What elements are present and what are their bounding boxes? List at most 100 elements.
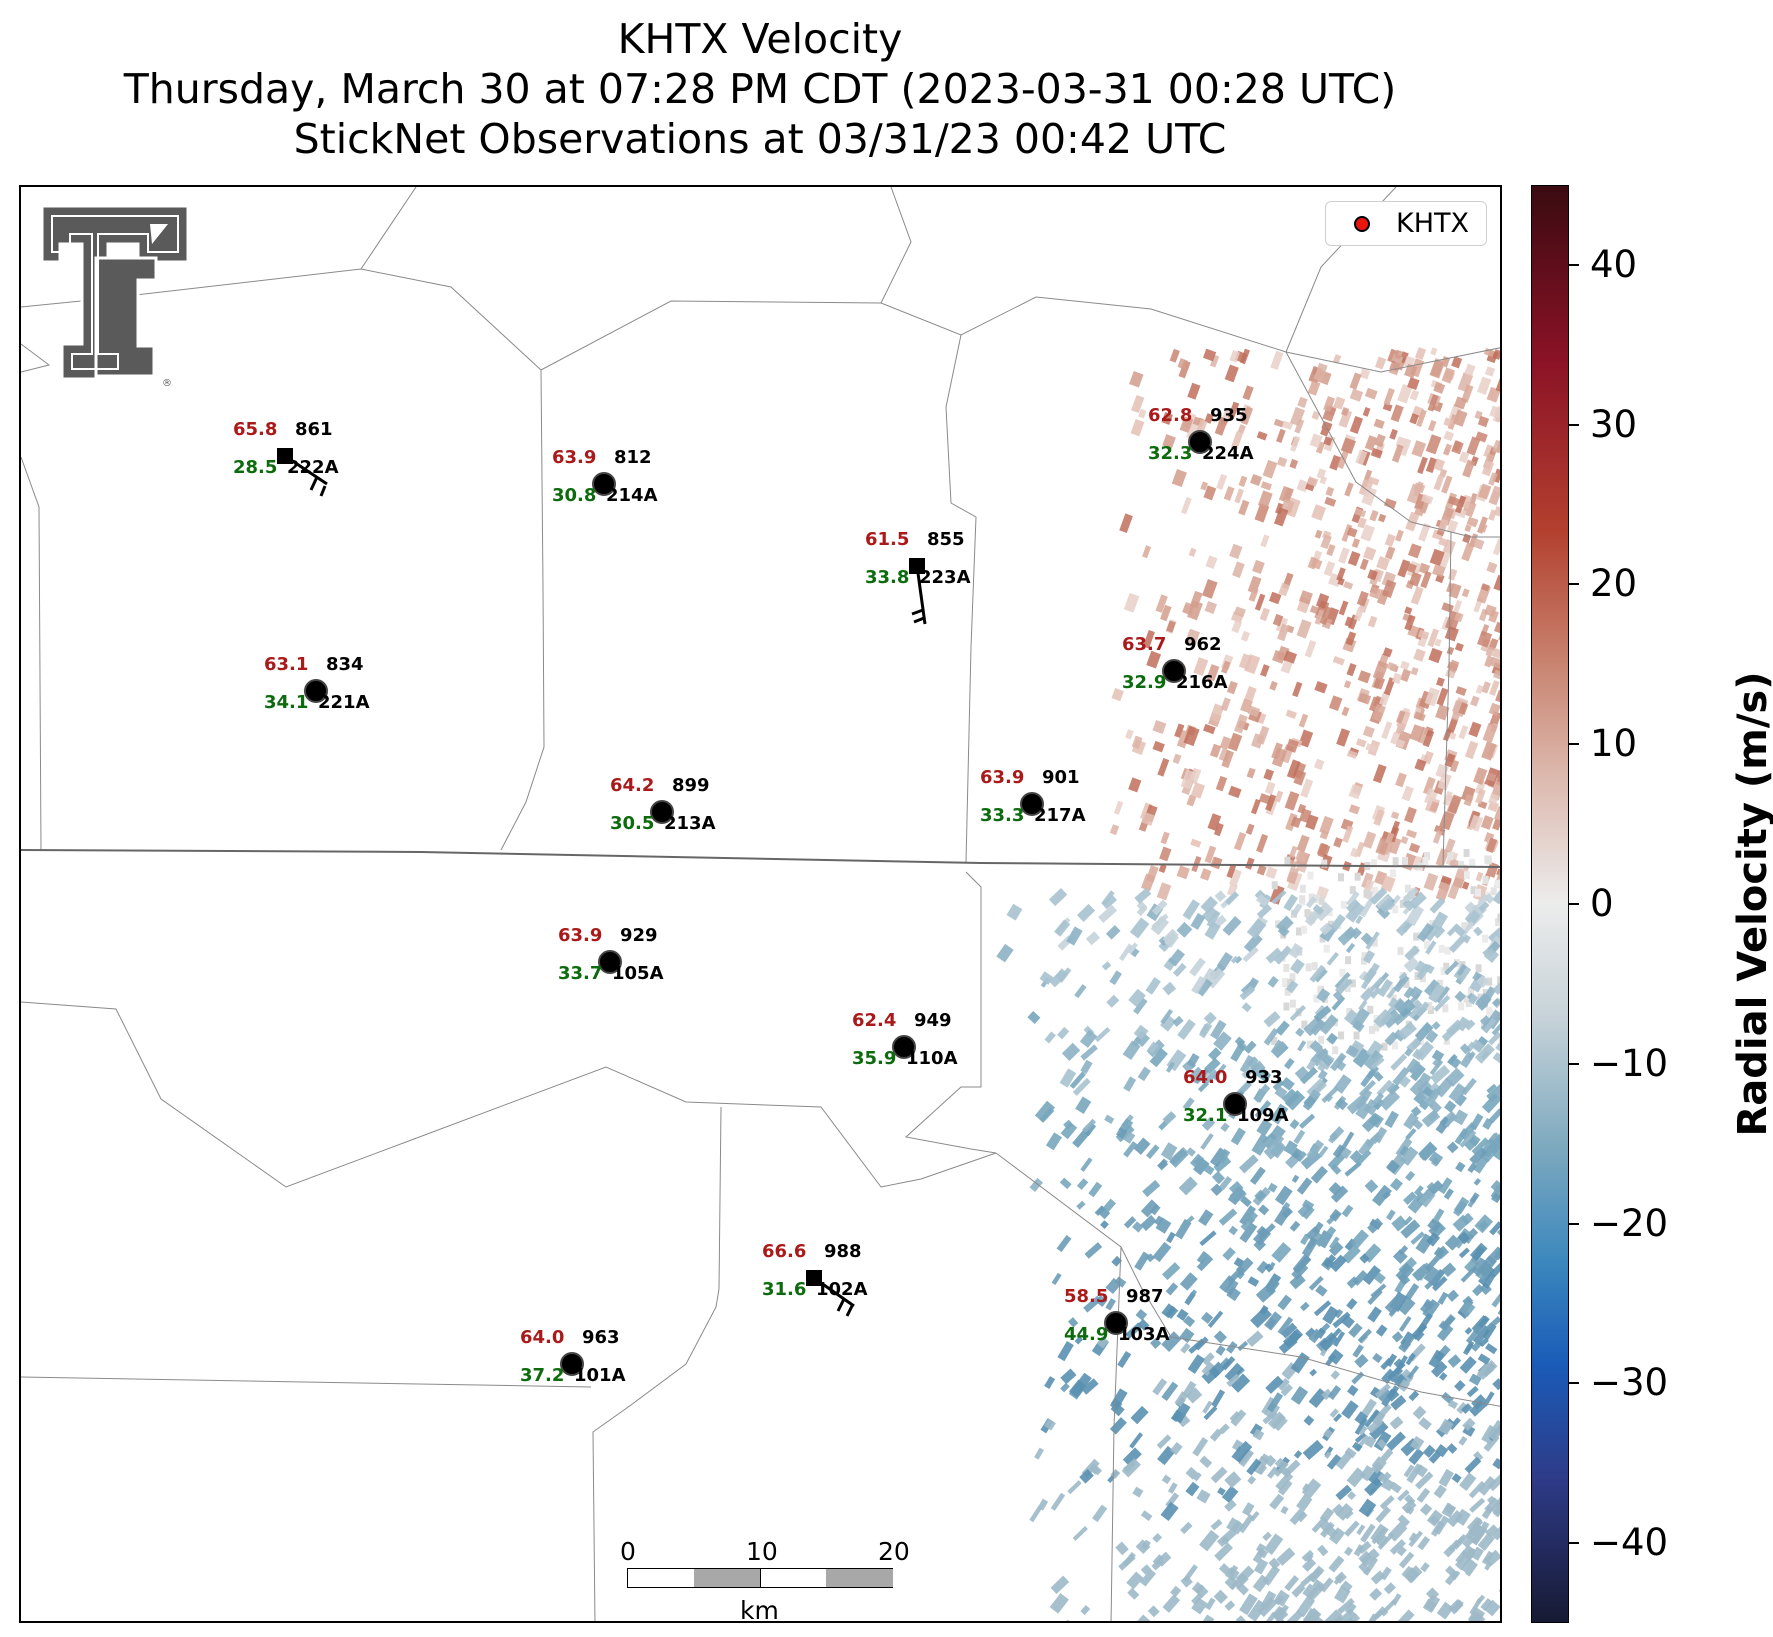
map-panel[interactable]	[19, 185, 1502, 1623]
colorbar-tick-mark	[1569, 1062, 1579, 1065]
state-boundary	[21, 849, 1500, 868]
station-pressure: 812	[614, 447, 652, 468]
county-line	[1285, 351, 1500, 538]
station-pressure: 987	[1126, 1286, 1164, 1307]
station-dewpoint: 33.8	[865, 567, 910, 588]
station-temp: 64.0	[1183, 1067, 1228, 1088]
station-pressure: 988	[824, 1241, 862, 1262]
station-marker-109A	[1223, 1092, 1247, 1116]
station-temp: 61.5	[865, 529, 910, 550]
station-temp: 63.1	[264, 654, 309, 675]
radar-velocity-layer	[996, 347, 1500, 1621]
station-dewpoint: 30.5	[610, 813, 655, 834]
station-marker-213A	[650, 800, 674, 824]
scale-bar-divider	[760, 1569, 761, 1587]
map-canvas[interactable]	[21, 187, 1502, 1623]
legend: KHTX	[1325, 201, 1487, 246]
station-id: 109A	[1237, 1105, 1289, 1126]
county-line	[360, 187, 417, 270]
colorbar-tick-label: −40	[1590, 1521, 1669, 1565]
colorbar-tick-label: −30	[1590, 1361, 1669, 1405]
station-dewpoint: 33.7	[558, 963, 603, 984]
station-temp: 63.9	[552, 447, 597, 468]
station-dewpoint: 32.9	[1122, 672, 1167, 693]
scale-bar-segment	[826, 1569, 893, 1587]
station-id: 221A	[318, 692, 370, 713]
wind-barb-flag	[319, 485, 327, 497]
state-line	[21, 849, 1500, 868]
station-temp: 66.6	[762, 1241, 807, 1262]
station-marker-216A	[1162, 659, 1186, 683]
station-dewpoint: 32.3	[1148, 443, 1193, 464]
county-line	[592, 1106, 722, 1621]
station-pressure: 929	[620, 925, 658, 946]
station-pressure: 901	[1042, 767, 1080, 788]
wind-barb-flag	[911, 608, 924, 616]
county-line	[21, 456, 42, 851]
station-marker-101A	[560, 1352, 584, 1376]
station-id: 213A	[664, 813, 716, 834]
colorbar-tick-mark	[1569, 743, 1579, 746]
station-marker-223A	[909, 558, 925, 574]
colorbar-tick-label: 10	[1590, 722, 1638, 766]
legend-label: KHTX	[1396, 208, 1469, 239]
county-line	[21, 343, 51, 373]
station-pressure: 933	[1245, 1067, 1283, 1088]
station-pressure: 962	[1184, 634, 1222, 655]
title-line-3: StickNet Observations at 03/31/23 00:42 …	[293, 115, 1227, 163]
station-marker-110A	[892, 1035, 916, 1059]
station-dewpoint: 32.1	[1183, 1105, 1228, 1126]
colorbar-tick-mark	[1569, 263, 1579, 266]
station-id: 223A	[919, 567, 971, 588]
station-id: 222A	[287, 457, 339, 478]
station-id: 224A	[1202, 443, 1254, 464]
svg-text:®: ®	[162, 378, 172, 389]
station-id: 103A	[1118, 1324, 1170, 1345]
station-temp: 64.2	[610, 775, 655, 796]
station-marker-221A	[304, 679, 328, 703]
station-marker-102A	[806, 1270, 822, 1286]
colorbar-tick-mark	[1569, 1542, 1579, 1545]
station-dewpoint: 33.3	[980, 805, 1025, 826]
station-id: 101A	[574, 1365, 626, 1386]
title-line-1: KHTX Velocity	[617, 15, 903, 63]
station-marker-103A	[1104, 1311, 1128, 1335]
colorbar-tick-mark	[1569, 583, 1579, 586]
station-dewpoint: 31.6	[762, 1279, 807, 1300]
colorbar-tick-mark	[1569, 903, 1579, 905]
colorbar-tick-mark	[1569, 1222, 1579, 1225]
station-dewpoint: 28.5	[233, 457, 278, 478]
station-id: 110A	[906, 1048, 958, 1069]
county-line	[21, 1376, 592, 1388]
wind-barb	[915, 565, 927, 625]
colorbar-tick-label: 30	[1590, 402, 1638, 446]
station-marker-217A	[1020, 792, 1044, 816]
station-pressure: 935	[1210, 405, 1248, 426]
wind-barb-flag	[845, 1305, 854, 1317]
texas-tech-logo: ®	[40, 204, 190, 389]
station-pressure: 899	[672, 775, 710, 796]
station-id: 217A	[1034, 805, 1086, 826]
station-pressure: 861	[295, 419, 333, 440]
colorbar-tick-label: 20	[1590, 562, 1638, 606]
colorbar-tick-label: 0	[1590, 882, 1614, 925]
county-line	[904, 871, 997, 1154]
station-id: 105A	[612, 963, 664, 984]
station-temp: 62.4	[852, 1010, 897, 1031]
station-temp: 64.0	[520, 1327, 565, 1348]
station-pressure: 963	[582, 1327, 620, 1348]
colorbar-tick-label: −10	[1590, 1041, 1669, 1085]
station-marker-105A	[598, 950, 622, 974]
stations-layer	[277, 430, 1247, 1376]
colorbar-tick-label: −20	[1590, 1201, 1669, 1245]
colorbar-tick-mark	[1569, 423, 1579, 426]
scale-bar-segment	[694, 1569, 760, 1587]
station-id: 216A	[1176, 672, 1228, 693]
station-temp: 58.5	[1064, 1286, 1109, 1307]
county-line	[500, 369, 545, 851]
station-marker-224A	[1188, 430, 1212, 454]
station-dewpoint: 30.8	[552, 485, 597, 506]
title-line-2: Thursday, March 30 at 07:28 PM CDT (2023…	[123, 65, 1397, 113]
scale-bar	[627, 1568, 893, 1588]
station-dewpoint: 37.2	[520, 1365, 565, 1386]
